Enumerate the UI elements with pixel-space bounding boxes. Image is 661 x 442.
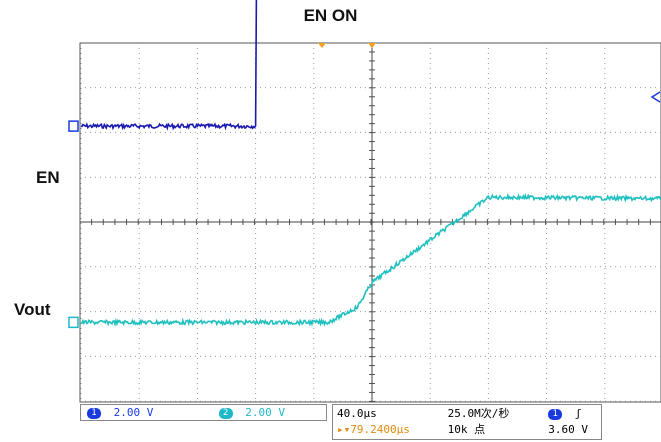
status-bar: 1 2.00 V 2 2.00 V 40.0µs 25.0M次/秒 1 ʃ ▸▾… <box>80 404 661 440</box>
trigger-slope-icon: ʃ <box>574 407 582 420</box>
trigger-offset: ▸▾79.2400µs <box>337 423 410 436</box>
series-vout-trace <box>80 192 661 328</box>
timebase: 40.0µs <box>337 407 377 420</box>
oscilloscope-plot <box>68 0 661 403</box>
series-layer <box>80 0 661 328</box>
channel-scale-box: 1 2.00 V 2 2.00 V <box>80 404 327 421</box>
record-length: 10k 点 <box>447 423 486 436</box>
en-channel-label: EN <box>36 168 60 187</box>
ch1-scale: 2.00 V <box>113 406 154 419</box>
trigger-source-badge: 1 <box>548 408 563 420</box>
vout-channel-label: Vout <box>14 300 51 319</box>
ch1-badge: 1 <box>87 407 101 419</box>
sample-rate: 25.0M次/秒 <box>447 407 510 420</box>
acquisition-box: 40.0µs 25.0M次/秒 1 ʃ ▸▾79.2400µs 10k 点 3.… <box>332 404 602 440</box>
trigger-level-arrow <box>650 91 661 103</box>
trigger-time-marker <box>318 43 326 48</box>
en-ground-marker <box>68 120 79 132</box>
trigger-level: 3.60 V <box>548 423 588 436</box>
series-en-trace <box>80 0 258 131</box>
ch2-scale: 2.00 V <box>245 406 285 419</box>
chart-title: EN ON <box>303 6 358 25</box>
center-time-marker <box>368 43 376 48</box>
ch2-badge: 2 <box>218 407 233 419</box>
vout-ground-marker <box>68 316 79 329</box>
marker-layer <box>68 43 661 329</box>
